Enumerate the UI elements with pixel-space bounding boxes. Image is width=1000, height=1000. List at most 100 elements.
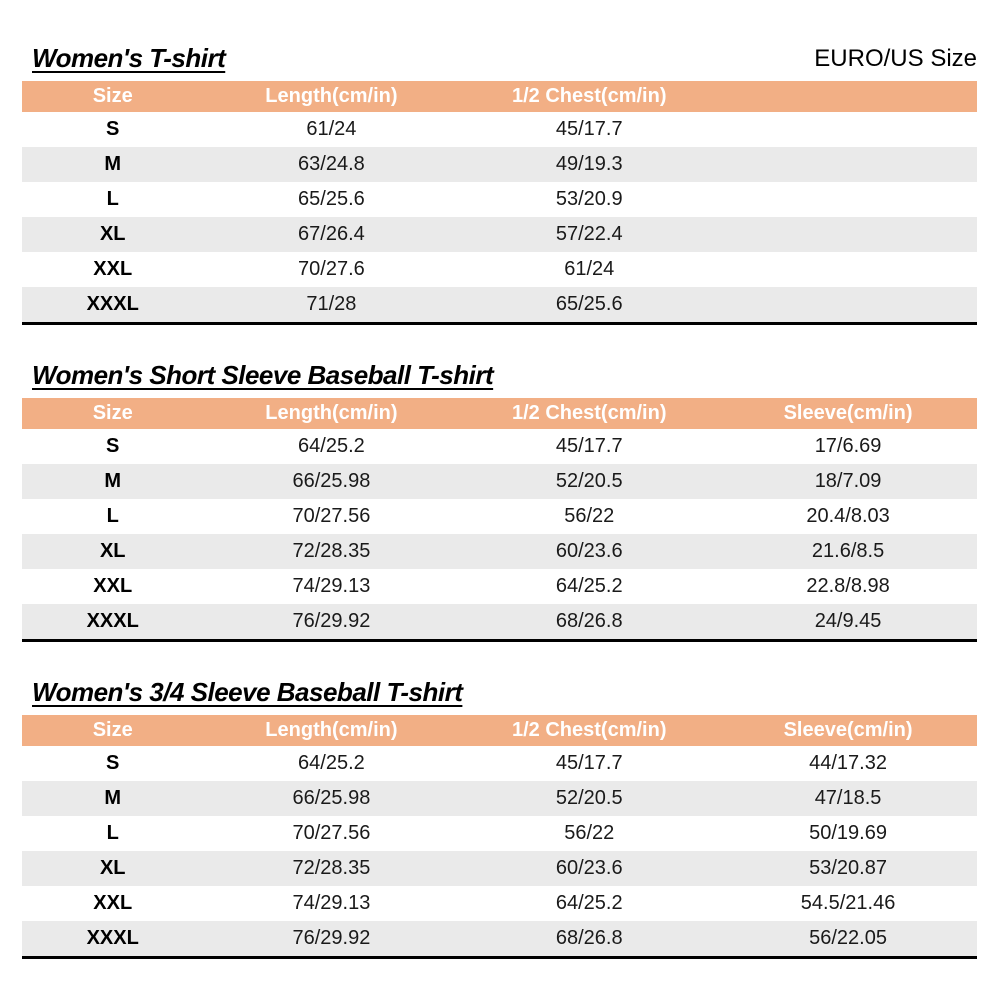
- value-cell: 49/19.3: [555, 153, 623, 175]
- column-header: Length(cm/in): [203, 81, 460, 112]
- value-cell: 57/22.4: [555, 223, 623, 245]
- table-row: M 63/24.8 49/19.3: [22, 147, 977, 182]
- table-title-three-quarter-sleeve-baseball: Women's 3/4 Sleeve Baseball T-shirt: [32, 677, 463, 707]
- value-cell: 74/29.13: [292, 575, 371, 597]
- size-cell: XL: [99, 223, 126, 245]
- size-cell: XL: [99, 857, 126, 879]
- size-cell: L: [106, 505, 119, 527]
- value-cell: 76/29.92: [292, 610, 371, 632]
- table-row: XL 72/28.35 60/23.6 21.6/8.5: [22, 534, 977, 569]
- value-cell: 18/7.09: [814, 470, 882, 492]
- header-row: Size Length(cm/in) 1/2 Chest(cm/in) Sleeve(…: [22, 398, 977, 429]
- section-womens-tshirt: Women's T-shirt EURO/US Size Size Length(…: [0, 0, 1000, 325]
- value-cell: 63/24.8: [298, 153, 365, 175]
- value-cell: [719, 287, 977, 324]
- value-cell: 64/25.2: [555, 892, 623, 914]
- table-row: M 66/25.98 52/20.5 47/18.5: [22, 781, 977, 816]
- value-cell: 61/24: [564, 258, 615, 280]
- table-row: XXL 74/29.13 64/25.2 54.5/21.46: [22, 886, 977, 921]
- column-header: 1/2 Chest(cm/in): [459, 81, 720, 112]
- section-short-sleeve-baseball-tshirt: Women's Short Sleeve Baseball T-shirt Si…: [0, 361, 1000, 642]
- column-header: [719, 81, 977, 112]
- table-row: XXL 70/27.6 61/24: [22, 252, 977, 287]
- value-cell: 72/28.35: [292, 857, 371, 879]
- size-cell: XXL: [93, 892, 133, 914]
- value-cell: [719, 147, 977, 182]
- value-cell: [719, 252, 977, 287]
- value-cell: 50/19.69: [809, 822, 887, 844]
- column-header: 1/2 Chest(cm/in): [459, 398, 720, 429]
- column-header: 1/2 Chest(cm/in): [459, 715, 720, 746]
- value-cell: 44/17.32: [809, 752, 887, 774]
- size-table-three-quarter-sleeve-baseball: Size Length(cm/in) 1/2 Chest(cm/in) Sleeve(…: [22, 715, 977, 959]
- table-row: L 70/27.56 56/22 50/19.69: [22, 816, 977, 851]
- value-cell: 45/17.7: [555, 118, 623, 140]
- value-cell: 70/27.56: [292, 822, 371, 844]
- value-cell: 60/23.6: [555, 857, 623, 879]
- value-cell: 22.8/8.98: [806, 575, 890, 597]
- column-header: Sleeve(cm/in): [719, 398, 977, 429]
- table-row: XXXL 71/28 65/25.6: [22, 287, 977, 324]
- size-table-womens-tshirt: Size Length(cm/in) 1/2 Chest(cm/in) S 61/24 4…: [22, 81, 977, 325]
- size-cell: XL: [99, 540, 126, 562]
- table-row: L 65/25.6 53/20.9: [22, 182, 977, 217]
- value-cell: 52/20.5: [555, 470, 623, 492]
- column-header: Size: [22, 715, 204, 746]
- value-cell: 66/25.98: [292, 787, 371, 809]
- value-cell: [719, 112, 977, 147]
- table-title-short-sleeve-baseball: Women's Short Sleeve Baseball T-shirt: [32, 360, 494, 390]
- value-cell: 52/20.5: [555, 787, 623, 809]
- value-cell: 20.4/8.03: [806, 505, 890, 527]
- value-cell: 68/26.8: [555, 927, 623, 949]
- size-cell: XXL: [93, 575, 133, 597]
- value-cell: 76/29.92: [292, 927, 371, 949]
- size-cell: S: [106, 118, 120, 140]
- size-cell: S: [106, 435, 120, 457]
- table-row: S 64/25.2 45/17.7 44/17.32: [22, 746, 977, 781]
- value-cell: 64/25.2: [555, 575, 623, 597]
- size-standard-label: EURO/US Size: [814, 45, 977, 72]
- value-cell: 74/29.13: [292, 892, 371, 914]
- header-row: Size Length(cm/in) 1/2 Chest(cm/in) Sleeve(…: [22, 715, 977, 746]
- table-row: L 70/27.56 56/22 20.4/8.03: [22, 499, 977, 534]
- table-row: XXXL 76/29.92 68/26.8 24/9.45: [22, 604, 977, 641]
- value-cell: 47/18.5: [814, 787, 882, 809]
- size-cell: XXXL: [86, 610, 139, 632]
- column-header: Size: [22, 398, 204, 429]
- value-cell: 53/20.9: [555, 188, 623, 210]
- table-title-womens-tshirt: Women's T-shirt: [32, 43, 226, 73]
- value-cell: [719, 182, 977, 217]
- value-cell: 45/17.7: [555, 752, 623, 774]
- size-cell: M: [104, 470, 122, 492]
- title-row: Women's T-shirt EURO/US Size: [22, 44, 977, 72]
- value-cell: 70/27.6: [298, 258, 365, 280]
- value-cell: 17/6.69: [814, 435, 882, 457]
- size-cell: XXXL: [86, 927, 139, 949]
- column-header: Length(cm/in): [203, 715, 460, 746]
- size-cell: M: [104, 153, 122, 175]
- section-three-quarter-sleeve-baseball-tshirt: Women's 3/4 Sleeve Baseball T-shirt Size…: [0, 678, 1000, 959]
- header-row: Size Length(cm/in) 1/2 Chest(cm/in): [22, 81, 977, 112]
- size-cell: XXXL: [86, 293, 139, 315]
- size-cell: S: [106, 752, 120, 774]
- value-cell: 65/25.6: [298, 188, 365, 210]
- value-cell: 71/28: [306, 293, 357, 315]
- value-cell: 61/24: [306, 118, 357, 140]
- size-table-short-sleeve-baseball: Size Length(cm/in) 1/2 Chest(cm/in) Sleeve(…: [22, 398, 977, 642]
- column-header: Length(cm/in): [203, 398, 460, 429]
- value-cell: 64/25.2: [298, 435, 365, 457]
- title-row: Women's 3/4 Sleeve Baseball T-shirt: [22, 678, 977, 706]
- value-cell: 67/26.4: [298, 223, 365, 245]
- value-cell: 56/22.05: [809, 927, 887, 949]
- value-cell: 68/26.8: [555, 610, 623, 632]
- table-row: XXL 74/29.13 64/25.2 22.8/8.98: [22, 569, 977, 604]
- size-cell: M: [104, 787, 122, 809]
- size-cell: XXL: [93, 258, 133, 280]
- size-cell: L: [106, 188, 119, 210]
- table-row: XL 67/26.4 57/22.4: [22, 217, 977, 252]
- table-row: XXXL 76/29.92 68/26.8 56/22.05: [22, 921, 977, 958]
- value-cell: 66/25.98: [292, 470, 371, 492]
- value-cell: 60/23.6: [555, 540, 623, 562]
- value-cell: 56/22: [564, 822, 615, 844]
